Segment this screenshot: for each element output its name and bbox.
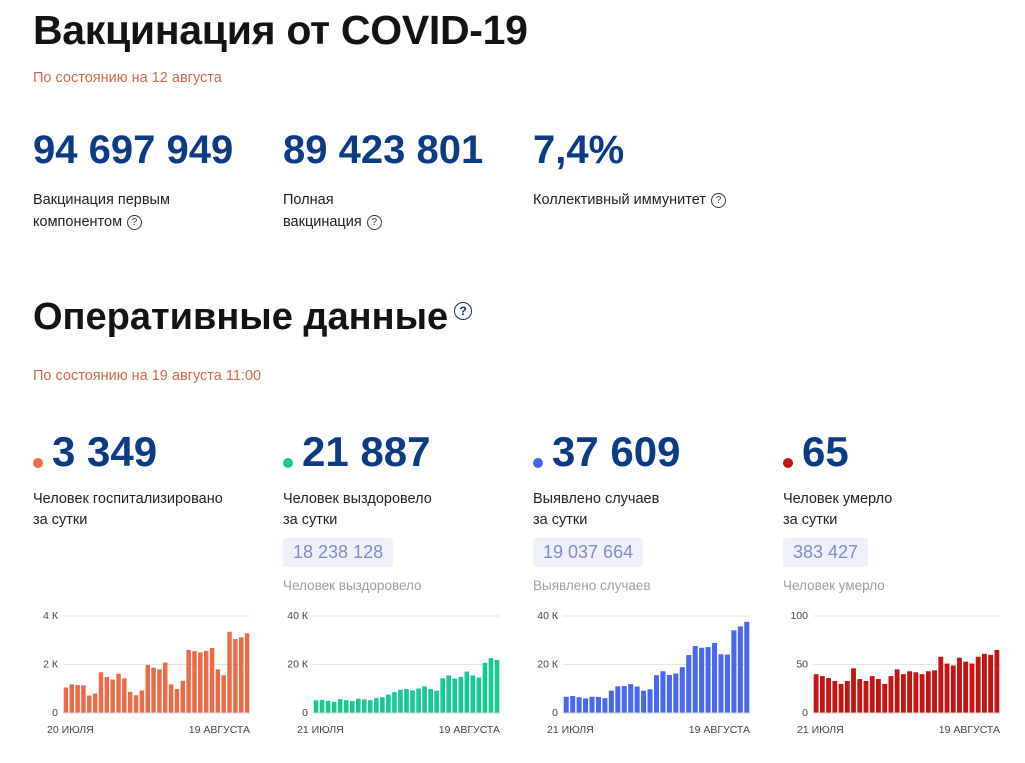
svg-text:2 К: 2 К	[43, 659, 59, 671]
svg-text:20 К: 20 К	[287, 659, 309, 671]
svg-text:40 К: 40 К	[537, 610, 559, 622]
svg-text:100: 100	[790, 610, 808, 622]
svg-text:21 ИЮЛЯ: 21 ИЮЛЯ	[797, 724, 844, 736]
svg-text:0: 0	[552, 707, 558, 719]
svg-text:50: 50	[796, 659, 808, 671]
svg-text:20 ИЮЛЯ: 20 ИЮЛЯ	[47, 724, 94, 736]
svg-text:4 К: 4 К	[43, 610, 59, 622]
svg-text:0: 0	[802, 707, 808, 719]
svg-text:19 АВГУСТА: 19 АВГУСТА	[689, 724, 750, 736]
svg-text:19 АВГУСТА: 19 АВГУСТА	[189, 724, 250, 736]
svg-text:40 К: 40 К	[287, 610, 309, 622]
svg-text:19 АВГУСТА: 19 АВГУСТА	[939, 724, 1000, 736]
svg-text:19 АВГУСТА: 19 АВГУСТА	[439, 724, 500, 736]
svg-text:21 ИЮЛЯ: 21 ИЮЛЯ	[547, 724, 594, 736]
svg-text:0: 0	[302, 707, 308, 719]
svg-text:20 К: 20 К	[537, 659, 559, 671]
svg-text:21 ИЮЛЯ: 21 ИЮЛЯ	[297, 724, 344, 736]
svg-text:0: 0	[52, 707, 58, 719]
